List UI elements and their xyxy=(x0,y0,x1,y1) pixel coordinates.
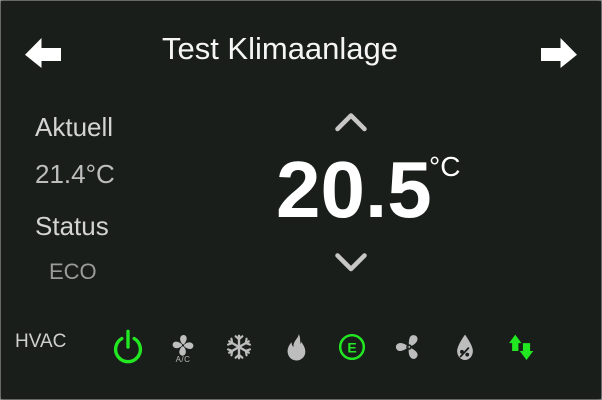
svg-text:E: E xyxy=(347,339,356,355)
